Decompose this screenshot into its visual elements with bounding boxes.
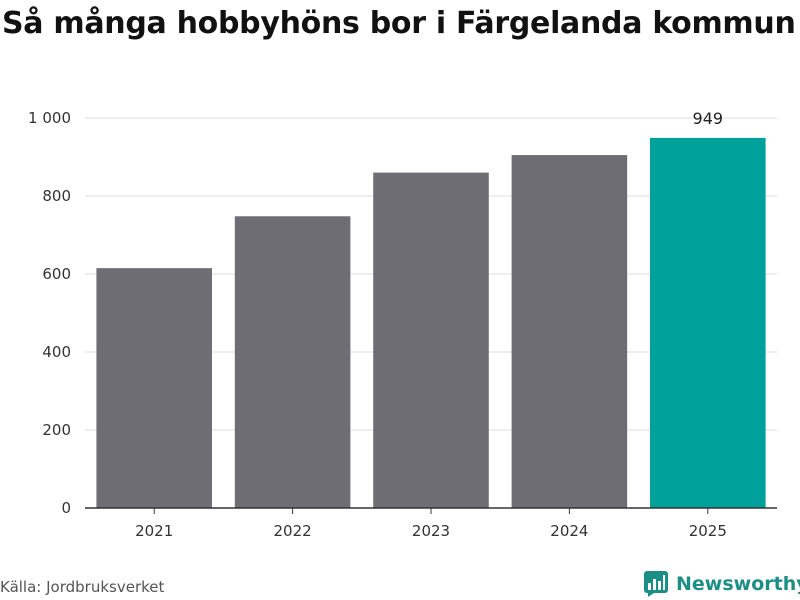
x-tick-label: 2022 — [274, 522, 312, 540]
bars — [96, 137, 766, 509]
y-tick-label: 1 000 — [28, 109, 71, 127]
y-tick-label: 0 — [61, 499, 71, 517]
y-tick-label: 800 — [42, 187, 71, 205]
bar-2022 — [234, 216, 351, 508]
axes — [85, 507, 777, 514]
x-tick-label: 2024 — [550, 522, 588, 540]
bar-2025 — [650, 137, 766, 508]
x-tick-label: 2023 — [412, 522, 450, 540]
bar-value-label: 949 — [693, 109, 724, 128]
source-note: Källa: Jordbruksverket — [0, 578, 165, 596]
brand-logo[interactable]: Newsworthy — [644, 570, 800, 598]
newsworthy-logo-icon — [644, 571, 668, 597]
bar-2023 — [373, 172, 489, 508]
y-tick-label: 400 — [42, 343, 71, 361]
x-tick-label: 2021 — [135, 522, 173, 540]
labels: 0 200 400 600 800 1 000 2021 2022 2023 2024 2025 94… — [28, 109, 727, 540]
chart-title: Så många hobbyhöns bor i Färgelanda komm… — [2, 6, 796, 41]
brand-name: Newsworthy — [676, 573, 800, 595]
y-tick-label: 600 — [42, 265, 71, 283]
bar-2024 — [511, 155, 628, 509]
y-tick-label: 200 — [42, 421, 71, 439]
bar-2021 — [96, 268, 212, 508]
x-tick-label: 2025 — [689, 522, 727, 540]
